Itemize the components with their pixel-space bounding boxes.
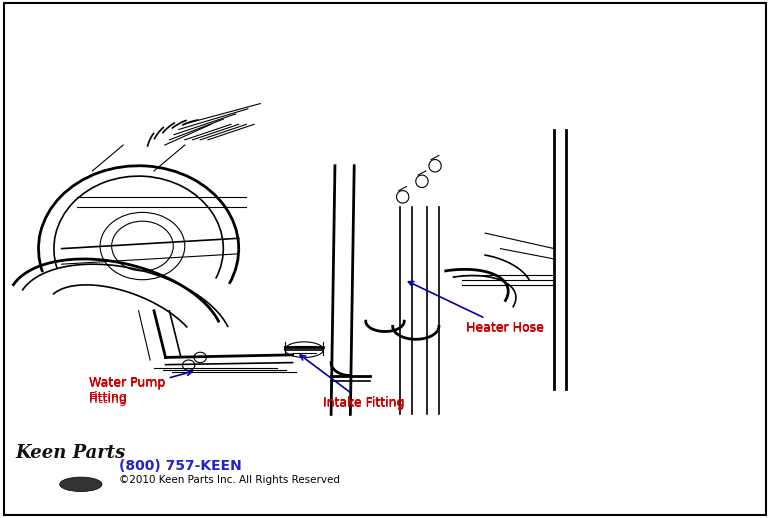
Text: Water Pump: Water Pump — [89, 377, 165, 390]
Text: Heater Hose: Heater Hose — [466, 322, 544, 335]
Text: Intake Fitting: Intake Fitting — [323, 396, 405, 409]
Text: Keen Parts: Keen Parts — [15, 444, 126, 463]
Text: Fitting: Fitting — [89, 393, 127, 406]
Text: Water Pump
Fitting: Water Pump Fitting — [89, 376, 165, 404]
Text: Intake Fitting: Intake Fitting — [323, 397, 405, 410]
Text: ©2010 Keen Parts Inc. All Rights Reserved: ©2010 Keen Parts Inc. All Rights Reserve… — [119, 475, 340, 485]
Text: Heater Hose: Heater Hose — [408, 282, 544, 334]
Text: Intake Fitting: Intake Fitting — [300, 355, 405, 409]
Text: Water Pump
Fitting: Water Pump Fitting — [89, 370, 192, 404]
Ellipse shape — [60, 477, 102, 492]
Text: (800) 757-KEEN: (800) 757-KEEN — [119, 459, 242, 473]
Text: Heater Hose: Heater Hose — [466, 321, 544, 334]
